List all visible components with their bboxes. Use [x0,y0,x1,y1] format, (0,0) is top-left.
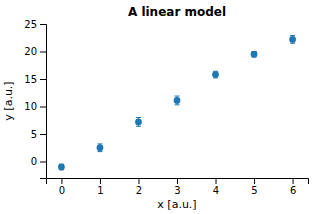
x-axis-tick: 1 [97,178,103,196]
tick-label: 1 [97,185,103,196]
tick-label: 3 [174,185,180,196]
tick-mark [61,178,62,184]
point [97,144,104,151]
tick-label: 6 [290,185,296,196]
error-bar [213,71,218,78]
error-bar-cap [136,126,141,127]
error-bar [252,52,257,58]
tick-label: 0 [31,156,37,167]
tick-label: 15 [24,74,37,85]
error-bar [175,96,180,105]
marks [58,36,296,171]
x-axis-tick: 4 [213,178,219,196]
error-bar-cap [175,104,180,105]
error-bar-cap [136,117,141,118]
tick-mark [40,107,46,108]
tick-mark [254,178,255,184]
y-axis-tick: 10 [24,101,46,112]
tick-mark [216,178,217,184]
chart: 0 1 2 3 4 5 6 0 5 10 15 20 25 A linear model x [a.u.] y… [0,0,320,214]
tick-mark [40,162,46,163]
x-axis-tick: 0 [59,178,65,196]
x-axis-tick: 6 [290,178,296,196]
x-axis-line [47,179,309,185]
tick-label: 20 [24,46,37,57]
y-axis-title: y [a.u.] [2,81,15,120]
tick-mark [40,24,46,25]
error-bar-cap [97,151,102,152]
error-bar-cap [290,35,295,36]
y-axis-tick: 15 [24,74,46,85]
y-axis-tick: 0 [31,156,46,167]
y-axis-tick: 5 [31,129,46,140]
x-axis-title: x [a.u.] [157,198,196,211]
tick-mark [293,178,294,184]
point [212,71,219,78]
error-bar [136,118,141,127]
x-axis-tick: 5 [251,178,257,196]
point [135,119,142,126]
tick-label: 2 [136,185,142,196]
point [289,36,296,43]
tick-label: 25 [24,19,37,30]
x-axis: 0 1 2 3 4 5 6 [47,178,309,196]
tick-mark [100,178,101,184]
tick-mark [138,178,139,184]
y-axis: 0 5 10 15 20 25 [24,19,46,179]
title: A linear model [128,5,226,19]
error-bar-cap [97,143,102,144]
y-axis-tick: 20 [24,46,46,57]
error-bar [290,36,295,44]
tick-label: 4 [213,185,219,196]
x-axis-tick: 3 [174,178,180,196]
x-axis-tick: 2 [136,178,142,196]
tick-mark [40,52,46,53]
tick-mark [177,178,178,184]
tick-mark [40,79,46,80]
plot-area: 0 1 2 3 4 5 6 0 5 10 15 20 25 [24,19,308,196]
point [58,164,65,171]
y-axis-tick: 25 [24,19,46,30]
y-axis-line [40,25,47,179]
tick-label: 0 [59,185,65,196]
error-bar-cap [290,43,295,44]
point [251,51,258,58]
tick-label: 5 [251,185,257,196]
tick-mark [40,134,46,135]
error-bar [59,164,64,170]
tick-label: 10 [24,101,37,112]
error-bar [97,144,102,152]
point [174,97,181,104]
tick-label: 5 [31,129,37,140]
error-bar-cap [175,96,180,97]
